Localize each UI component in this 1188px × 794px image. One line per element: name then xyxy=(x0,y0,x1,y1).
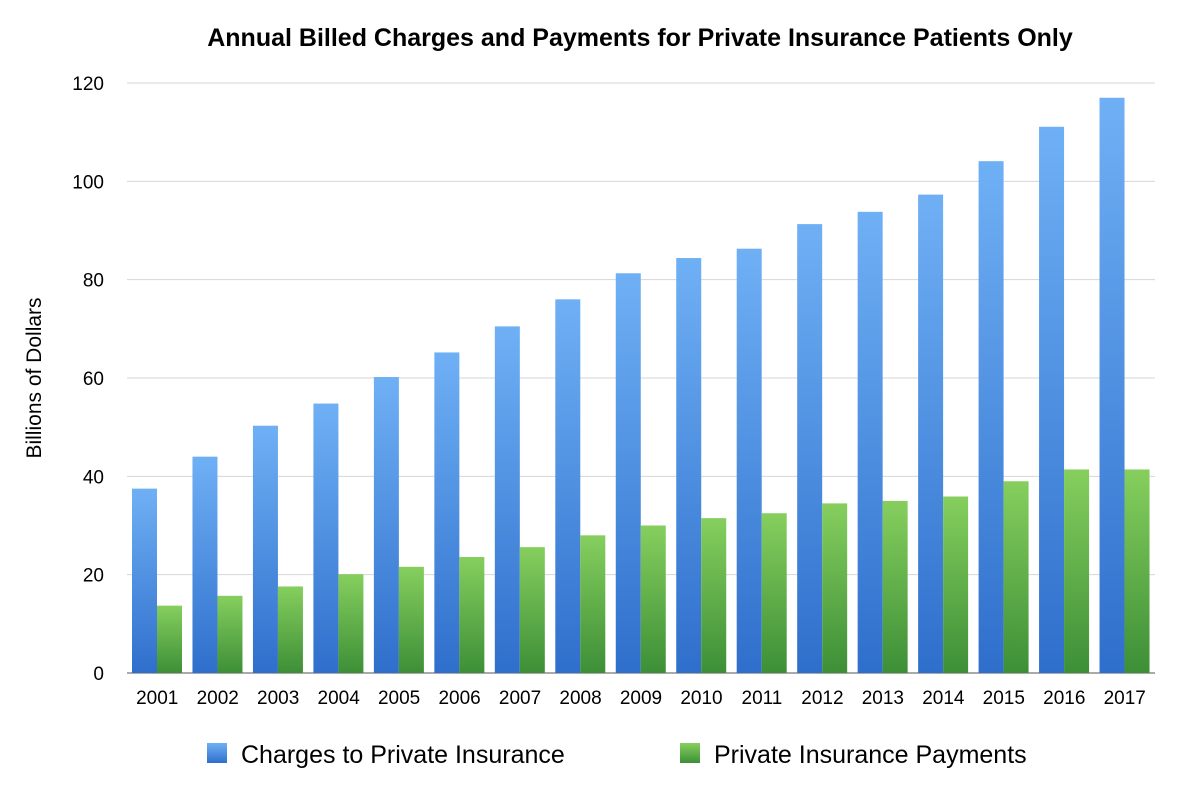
bar-charges-2014 xyxy=(918,194,944,673)
bar-charges-2004 xyxy=(313,403,339,673)
x-tick-label: 2012 xyxy=(801,688,843,709)
y-tick-label: 60 xyxy=(83,369,104,390)
x-tick-label: 2011 xyxy=(742,688,783,709)
legend-swatch-charges xyxy=(207,743,227,763)
bar-payments-2008 xyxy=(580,535,606,673)
x-tick-label: 2004 xyxy=(318,688,361,709)
bar-charges-2016 xyxy=(1039,126,1065,674)
bar-payments-2001 xyxy=(157,605,182,673)
bar-payments-2010 xyxy=(701,518,727,673)
x-tick-label: 2001 xyxy=(136,688,178,709)
bar-payments-2003 xyxy=(277,586,303,673)
bar-charges-2003 xyxy=(252,425,278,673)
bar-payments-2006 xyxy=(459,556,485,673)
y-tick-labels: 0 20 40 60 80 100 120 xyxy=(72,74,104,685)
x-tick-label: 2016 xyxy=(1043,688,1085,709)
bar-charges-2007 xyxy=(494,326,520,673)
x-tick-label: 2014 xyxy=(922,688,965,709)
y-tick-label: 120 xyxy=(72,74,104,95)
bar-payments-2004 xyxy=(338,574,364,673)
bar-payments-2015 xyxy=(1003,481,1029,673)
bar-charges-2015 xyxy=(978,161,1004,674)
y-axis-label: Billions of Dollars xyxy=(23,297,46,458)
bar-charges-2005 xyxy=(373,377,399,673)
bar-charges-2012 xyxy=(797,224,823,673)
bar-payments-2016 xyxy=(1064,469,1090,673)
x-tick-label: 2003 xyxy=(257,688,299,709)
y-tick-label: 40 xyxy=(83,467,104,488)
bar-payments-2007 xyxy=(519,547,545,673)
legend: Charges to Private Insurance Private Insu… xyxy=(207,741,1027,769)
bars xyxy=(132,97,1150,674)
bar-charges-2011 xyxy=(736,248,762,674)
bar-payments-2012 xyxy=(822,503,848,673)
bar-charges-2009 xyxy=(615,273,641,673)
y-tick-label: 80 xyxy=(83,271,104,292)
bar-payments-2002 xyxy=(217,595,243,673)
x-tick-label: 2017 xyxy=(1104,688,1146,709)
y-tick-label: 20 xyxy=(83,566,104,587)
bar-payments-2005 xyxy=(398,566,424,673)
bar-payments-2013 xyxy=(882,500,908,673)
bar-payments-2011 xyxy=(761,513,787,673)
legend-swatch-payments xyxy=(680,743,700,763)
x-tick-label: 2008 xyxy=(559,688,601,709)
grid xyxy=(127,82,1155,674)
x-tick-label: 2010 xyxy=(680,688,722,709)
x-tick-label: 2009 xyxy=(620,688,662,709)
y-tick-label: 100 xyxy=(72,172,104,193)
bar-payments-2009 xyxy=(640,525,666,673)
bar-charges-2002 xyxy=(192,456,218,673)
bar-charges-2008 xyxy=(555,299,581,673)
x-tick-label: 2006 xyxy=(438,688,480,709)
y-tick-label: 0 xyxy=(93,664,104,685)
bar-charges-2017 xyxy=(1099,97,1125,673)
legend-label-charges: Charges to Private Insurance xyxy=(241,741,565,769)
chart-title: Annual Billed Charges and Payments for P… xyxy=(207,24,1073,52)
bar-charges-2013 xyxy=(857,211,883,674)
bar-charges-2010 xyxy=(676,258,702,673)
x-tick-label: 2002 xyxy=(197,688,239,709)
bar-payments-2014 xyxy=(943,496,969,673)
x-tick-labels: 2001 2002 2003 2004 2005 2006 2007 2008 2009 2010… xyxy=(136,688,1146,709)
x-tick-label: 2005 xyxy=(378,688,420,709)
x-tick-label: 2007 xyxy=(499,688,541,709)
legend-label-payments: Private Insurance Payments xyxy=(714,741,1027,769)
bar-payments-2017 xyxy=(1124,469,1150,673)
bar-charges-2001 xyxy=(132,488,157,673)
x-tick-label: 2013 xyxy=(862,688,904,709)
bar-charges-2006 xyxy=(434,352,460,673)
x-tick-label: 2015 xyxy=(983,688,1025,709)
